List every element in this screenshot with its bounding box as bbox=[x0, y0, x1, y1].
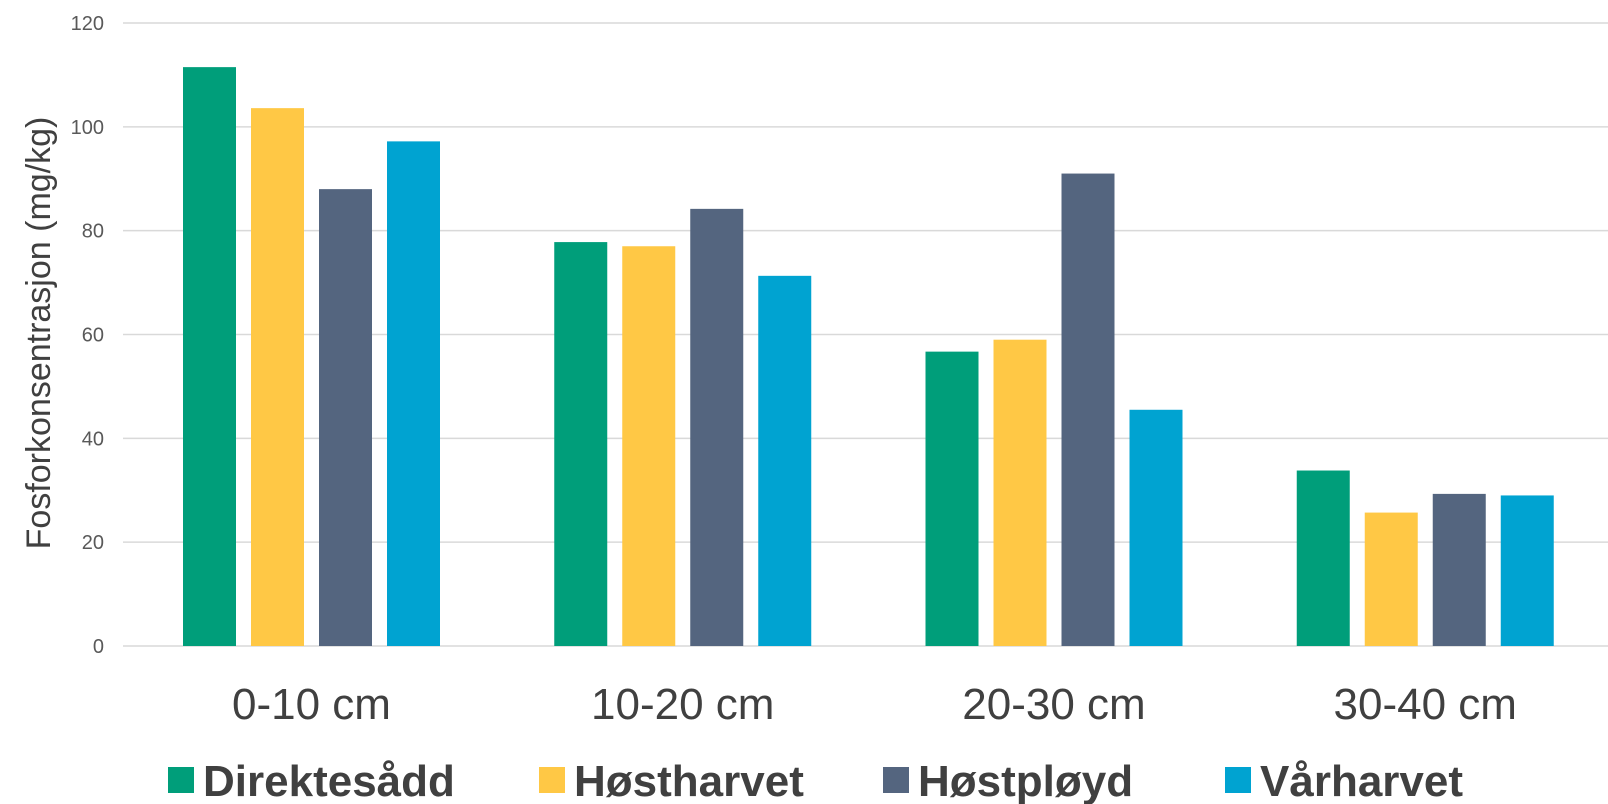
bar bbox=[1364, 512, 1418, 646]
bar bbox=[1061, 173, 1115, 646]
x-axis-categories: 0-10 cm 10-20 cm 20-30 cm 30-40 cm bbox=[232, 680, 1517, 729]
bar bbox=[1296, 470, 1350, 646]
bar bbox=[387, 141, 440, 646]
bar bbox=[758, 275, 812, 646]
y-tick-label: 20 bbox=[82, 532, 104, 554]
bars bbox=[183, 67, 1554, 647]
y-tick-label: 0 bbox=[93, 636, 104, 658]
bar bbox=[622, 246, 676, 646]
bar bbox=[993, 339, 1047, 646]
bar bbox=[183, 67, 236, 647]
legend-label: Vårharvet bbox=[1260, 757, 1463, 804]
legend-swatch bbox=[1225, 767, 1251, 793]
y-axis-title: Fosforkonsentrasjon (mg/kg) bbox=[20, 117, 58, 550]
bar bbox=[1432, 493, 1486, 646]
bar bbox=[1129, 409, 1183, 646]
bar bbox=[690, 208, 744, 646]
bar bbox=[251, 108, 304, 647]
legend-label: Høstharvet bbox=[574, 757, 804, 804]
y-tick-label: 60 bbox=[82, 325, 104, 347]
bar bbox=[554, 242, 608, 647]
bar bbox=[319, 189, 372, 646]
y-axis-ticks: 0 20 40 60 80 100 120 bbox=[71, 13, 104, 658]
legend-swatch bbox=[168, 767, 194, 793]
legend-swatch bbox=[539, 767, 565, 793]
legend-label: Direktesådd bbox=[203, 757, 455, 804]
y-tick-label: 100 bbox=[71, 117, 104, 139]
y-tick-label: 120 bbox=[71, 13, 104, 35]
x-category-label: 30-40 cm bbox=[1334, 680, 1517, 729]
x-category-label: 10-20 cm bbox=[591, 680, 774, 729]
bar bbox=[925, 351, 979, 646]
bar bbox=[1500, 495, 1554, 646]
legend-swatch bbox=[883, 767, 909, 793]
legend-label: Høstpløyd bbox=[918, 757, 1133, 804]
y-tick-label: 80 bbox=[82, 221, 104, 243]
legend: Direktesådd Høstharvet Høstpløyd Vårharvet bbox=[168, 757, 1463, 804]
x-category-label: 20-30 cm bbox=[962, 680, 1145, 729]
y-tick-label: 40 bbox=[82, 428, 104, 450]
x-category-label: 0-10 cm bbox=[232, 680, 391, 729]
